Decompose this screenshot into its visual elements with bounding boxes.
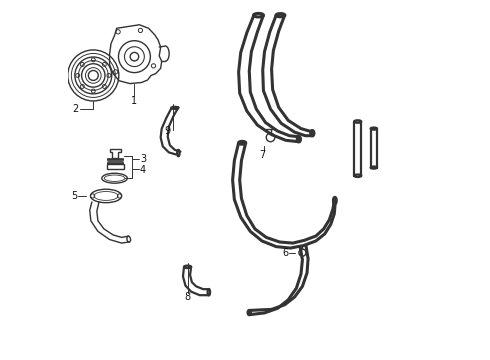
Text: 6: 6 [283,248,289,258]
Text: 3: 3 [140,154,146,165]
Text: 5: 5 [71,191,77,201]
Text: 9: 9 [164,126,170,136]
Text: 2: 2 [73,104,79,114]
Text: 8: 8 [185,292,191,302]
Text: 4: 4 [140,165,146,175]
Text: 7: 7 [259,150,265,160]
Text: 1: 1 [131,96,138,106]
